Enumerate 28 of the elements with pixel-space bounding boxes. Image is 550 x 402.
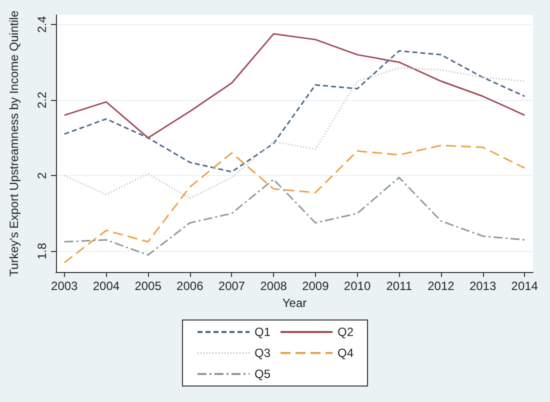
y-tick-label: 1.8 bbox=[35, 242, 49, 260]
x-tick-label: 2011 bbox=[386, 279, 412, 293]
x-tick-label: 2005 bbox=[134, 279, 162, 293]
x-tick-label: 2003 bbox=[51, 279, 78, 293]
line-series bbox=[64, 176, 526, 256]
x-tick-label: 2012 bbox=[428, 279, 455, 293]
legend-label: Q2 bbox=[338, 325, 354, 339]
legend-label: Q1 bbox=[254, 325, 271, 339]
y-tick-label: 2 bbox=[35, 172, 49, 179]
x-tick-label: 2004 bbox=[92, 279, 120, 293]
x-tick-label: 2007 bbox=[218, 279, 246, 293]
x-tick-label: 2006 bbox=[176, 279, 204, 293]
x-tick-label: 2009 bbox=[302, 279, 330, 293]
x-tick-label: 2010 bbox=[344, 279, 371, 293]
x-axis-title: Year bbox=[282, 296, 307, 310]
legend-label: Q4 bbox=[338, 346, 354, 360]
x-tick-label: 2014 bbox=[511, 279, 538, 293]
y-tick-label: 2.2 bbox=[35, 91, 49, 108]
x-tick-label: 2008 bbox=[260, 279, 288, 293]
line-series bbox=[64, 67, 526, 200]
line-series bbox=[64, 50, 526, 173]
line-series bbox=[64, 33, 526, 139]
y-axis-title: Turkey's Export Upstreamness by Income Quintile bbox=[7, 10, 21, 276]
y-tick-label: 2.4 bbox=[35, 16, 49, 33]
legend-label: Q5 bbox=[254, 367, 271, 381]
line-series bbox=[64, 144, 526, 264]
legend-label: Q3 bbox=[254, 346, 271, 360]
x-tick-label: 2013 bbox=[469, 279, 496, 293]
